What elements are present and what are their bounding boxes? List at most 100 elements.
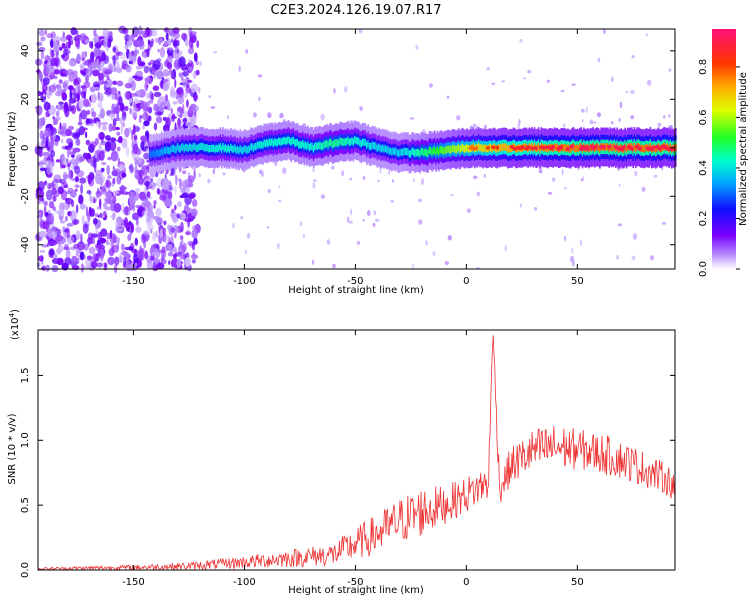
- noise-blob: [104, 262, 107, 268]
- noise-blob: [124, 105, 129, 112]
- noise-blob: [157, 48, 160, 53]
- noise-blob: [125, 222, 130, 231]
- ridge-cell: [432, 147, 435, 155]
- noise-blob: [42, 93, 46, 97]
- noise-blob: [155, 208, 162, 217]
- noise-speckle: [597, 57, 601, 63]
- noise-blob: [74, 184, 80, 188]
- ridge-cell: [352, 138, 355, 146]
- ridge-cell: [641, 144, 644, 152]
- noise-blob: [76, 94, 80, 101]
- ridge-cell: [244, 145, 247, 153]
- noise-speckle: [569, 255, 575, 263]
- noise-blob: [93, 198, 96, 204]
- noise-blob: [128, 35, 132, 41]
- ridge-cell: [368, 142, 371, 150]
- ridge-cell: [243, 145, 246, 153]
- ridge-cell: [355, 136, 357, 145]
- noise-blob: [41, 244, 49, 248]
- noise-speckle: [387, 170, 391, 175]
- noise-speckle: [300, 221, 302, 227]
- ridge-cell: [169, 147, 171, 155]
- noise-speckle: [188, 66, 193, 72]
- noise-speckle: [333, 88, 336, 94]
- ridge-cell: [464, 145, 467, 153]
- ridge-cell: [364, 138, 367, 147]
- noise-blob: [101, 185, 107, 193]
- ridge-cell: [318, 141, 320, 149]
- noise-blob: [170, 115, 177, 120]
- noise-blob: [136, 249, 144, 259]
- noise-blob: [119, 252, 123, 261]
- ridge-cell: [162, 149, 164, 157]
- noise-blob: [177, 86, 185, 98]
- noise-blob: [196, 40, 200, 49]
- ridge-cell: [480, 143, 483, 152]
- noise-blob: [129, 107, 132, 115]
- noise-speckle: [603, 28, 606, 34]
- ridge-cell: [382, 144, 384, 152]
- ridge-cell: [452, 144, 455, 153]
- noise-blob: [89, 141, 97, 149]
- noise-blob: [160, 228, 163, 239]
- noise-blob: [146, 224, 154, 231]
- noise-blob: [141, 210, 149, 217]
- noise-blob: [120, 243, 125, 251]
- noise-blob: [191, 241, 196, 251]
- noise-blob: [146, 202, 154, 213]
- noise-blob: [170, 35, 174, 43]
- noise-blob: [65, 197, 73, 205]
- noise-blob: [61, 92, 68, 101]
- noise-blob: [118, 96, 123, 106]
- ridge-cell: [158, 149, 160, 157]
- colorbar-tick-label: 0.0: [698, 261, 709, 277]
- noise-blob: [46, 109, 49, 116]
- noise-blob: [85, 258, 92, 266]
- noise-speckle: [491, 82, 496, 85]
- noise-speckle: [581, 119, 584, 123]
- noise-blob: [62, 81, 67, 89]
- noise-blob: [166, 62, 173, 70]
- ridge-cell: [250, 143, 252, 151]
- noise-blob: [113, 168, 121, 177]
- noise-blob: [79, 203, 86, 210]
- ridge-cell: [157, 149, 159, 158]
- noise-blob: [83, 61, 89, 66]
- noise-blob: [138, 259, 143, 268]
- noise-blob: [180, 250, 186, 260]
- noise-blob: [66, 223, 74, 227]
- snr-y-label: SNR (10 * v/v): [7, 413, 18, 484]
- ridge-cell: [576, 144, 579, 152]
- ridge-cell: [262, 141, 264, 150]
- noise-blob: [73, 78, 79, 87]
- ridge-cell: [403, 147, 405, 155]
- noise-blob: [67, 162, 71, 168]
- noise-blob: [98, 72, 104, 81]
- ridge-cell: [367, 139, 369, 148]
- noise-speckle: [501, 80, 506, 83]
- ridge-cell: [235, 146, 238, 155]
- ridge-cell: [449, 146, 452, 154]
- noise-blob: [132, 75, 139, 79]
- noise-blob: [151, 38, 154, 44]
- noise-blob: [113, 203, 122, 213]
- colorbar-label: Normalized spectral amplitude: [738, 72, 749, 226]
- noise-blob: [139, 115, 143, 119]
- noise-blob: [41, 197, 45, 202]
- ridge-cell: [236, 145, 239, 154]
- noise-blob: [48, 200, 55, 209]
- noise-blob: [190, 254, 199, 260]
- ridge-cell: [304, 141, 307, 149]
- noise-blob: [96, 58, 99, 69]
- ridge-cell: [291, 137, 294, 145]
- ridge-cell: [296, 138, 299, 147]
- ridge-cell: [625, 145, 628, 153]
- noise-blob: [90, 51, 95, 62]
- ridge-cell: [151, 150, 154, 158]
- noise-blob: [117, 157, 120, 164]
- noise-speckle: [611, 76, 614, 83]
- noise-blob: [71, 154, 75, 158]
- ridge-cell: [484, 144, 487, 152]
- noise-blob: [81, 127, 88, 131]
- ridge-cell: [439, 146, 441, 154]
